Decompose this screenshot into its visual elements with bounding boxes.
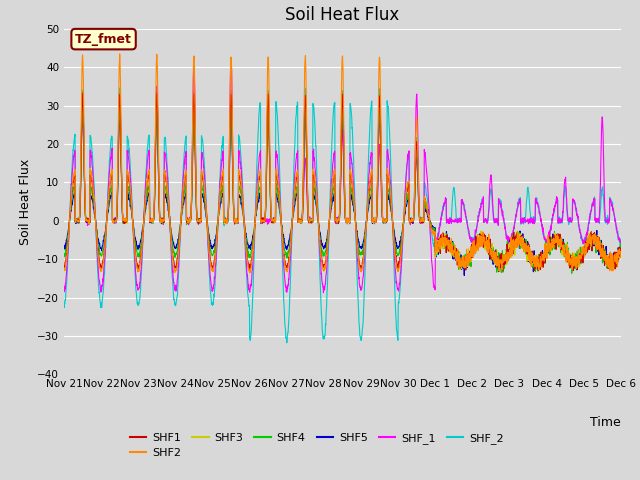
SHF1: [584, 240, 591, 245]
SHF4: [216, 207, 223, 213]
SHF5: [216, 207, 223, 213]
Line: SHF1: SHF1: [64, 93, 621, 271]
SHF_1: [359, 275, 367, 281]
SHF1: [79, 90, 86, 96]
SHF5: [617, 247, 625, 252]
SHF_1: [584, 227, 591, 233]
SHF_2: [617, 241, 625, 247]
SHF_2: [216, 183, 223, 189]
SHF_2: [60, 301, 68, 307]
SHF4: [617, 245, 625, 251]
SHF5: [505, 256, 513, 262]
SHF_2: [371, 217, 379, 223]
SHF3: [371, 215, 379, 220]
SHF1: [617, 245, 625, 251]
Line: SHF_1: SHF_1: [64, 60, 621, 293]
SHF2: [359, 261, 367, 267]
SHF2: [246, 270, 254, 276]
SHF3: [216, 196, 223, 202]
Line: SHF2: SHF2: [64, 54, 621, 273]
SHF1: [60, 264, 68, 270]
SHF5: [371, 218, 379, 224]
SHF4: [371, 217, 379, 223]
SHF5: [584, 242, 591, 248]
SHF_1: [617, 240, 625, 246]
Line: SHF4: SHF4: [64, 105, 621, 273]
SHF_1: [216, 196, 223, 202]
SHF2: [584, 235, 591, 240]
SHF3: [584, 240, 591, 246]
Text: Time: Time: [590, 416, 621, 429]
SHF3: [505, 242, 513, 248]
SHF4: [504, 245, 512, 251]
SHF3: [617, 247, 625, 252]
SHF4: [60, 254, 68, 260]
SHF5: [568, 260, 576, 266]
Legend: SHF1, SHF2, SHF3, SHF4, SHF5, SHF_1, SHF_2: SHF1, SHF2, SHF3, SHF4, SHF5, SHF_1, SHF…: [125, 428, 508, 463]
SHF_1: [568, 218, 576, 224]
Line: SHF3: SHF3: [64, 97, 621, 273]
SHF3: [60, 266, 68, 272]
SHF2: [371, 216, 379, 222]
SHF_1: [505, 240, 513, 246]
SHF5: [60, 244, 68, 250]
Text: TZ_fmet: TZ_fmet: [75, 33, 132, 46]
SHF1: [568, 259, 576, 264]
SHF3: [359, 260, 367, 265]
SHF_2: [568, 215, 576, 221]
SHF4: [584, 242, 591, 248]
SHF1: [496, 268, 504, 274]
SHF_2: [359, 322, 367, 328]
SHF4: [568, 260, 576, 265]
SHF5: [153, 107, 161, 113]
SHF2: [505, 257, 513, 263]
SHF1: [359, 261, 367, 267]
SHF4: [339, 102, 346, 108]
Line: SHF5: SHF5: [64, 110, 621, 276]
SHF3: [190, 94, 198, 100]
SHF2: [116, 51, 124, 57]
SHF2: [568, 261, 576, 267]
SHF_2: [116, 85, 124, 91]
SHF4: [568, 270, 575, 276]
SHF5: [359, 243, 367, 249]
Title: Soil Heat Flux: Soil Heat Flux: [285, 6, 399, 24]
SHF_1: [227, 57, 235, 63]
SHF1: [505, 252, 513, 257]
SHF2: [216, 199, 223, 205]
SHF_1: [371, 219, 379, 225]
SHF5: [460, 273, 468, 278]
SHF2: [60, 267, 68, 273]
SHF4: [359, 251, 367, 256]
SHF2: [617, 251, 625, 256]
SHF_2: [505, 240, 513, 246]
SHF3: [568, 253, 576, 259]
Y-axis label: Soil Heat Flux: Soil Heat Flux: [19, 158, 32, 245]
SHF_2: [283, 340, 291, 346]
Line: SHF_2: SHF_2: [64, 88, 621, 343]
SHF1: [216, 198, 223, 204]
SHF3: [171, 270, 179, 276]
SHF1: [371, 218, 379, 224]
SHF_1: [60, 288, 68, 294]
SHF_2: [584, 229, 591, 235]
SHF_1: [319, 290, 327, 296]
